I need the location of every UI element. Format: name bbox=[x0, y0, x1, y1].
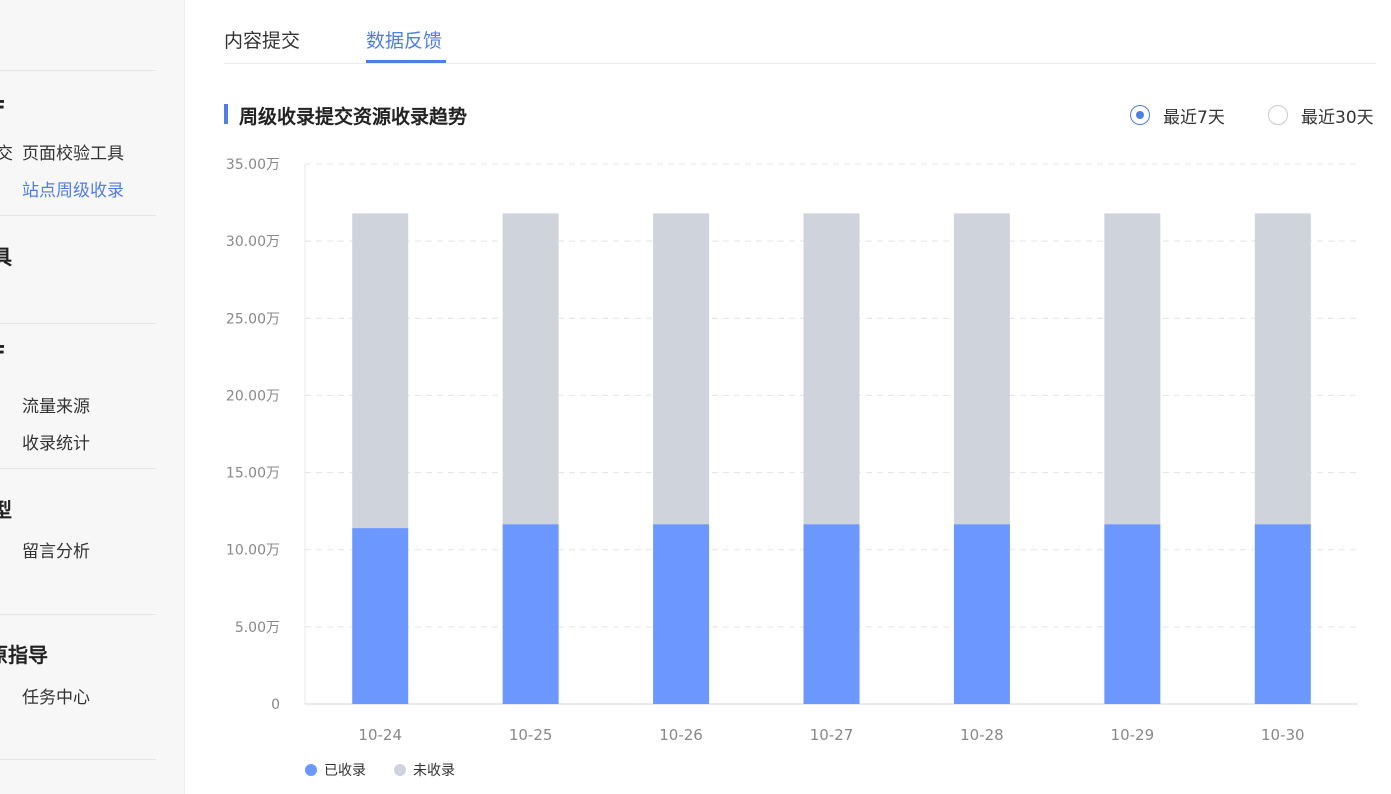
x-tick-label: 10-24 bbox=[358, 726, 402, 744]
tab-content-submit[interactable]: 内容提交 bbox=[224, 30, 301, 52]
sidebar-divider bbox=[0, 323, 156, 324]
sidebar-divider bbox=[0, 759, 156, 760]
radio-unchecked-icon bbox=[1268, 105, 1288, 125]
bar-indexed bbox=[1104, 524, 1161, 704]
sidebar-item-traffic-source[interactable]: 流量来源 bbox=[22, 397, 90, 417]
range-radio-label: 最近30天 bbox=[1301, 107, 1374, 128]
x-tick-label: 10-25 bbox=[509, 726, 553, 744]
y-tick-label: 15.00万 bbox=[226, 466, 280, 482]
legend-dot-icon bbox=[305, 764, 317, 776]
active-tab-indicator bbox=[366, 60, 446, 63]
x-tick-label: 10-26 bbox=[659, 726, 703, 744]
tab-data-feedback[interactable]: 数据反馈 bbox=[366, 30, 443, 52]
sidebar-divider bbox=[0, 215, 156, 216]
sidebar-item-page-validator[interactable]: 页面校验工具 bbox=[22, 144, 124, 164]
bar-not-indexed bbox=[502, 213, 559, 525]
bar-indexed bbox=[653, 524, 710, 704]
legend-dot-icon bbox=[394, 764, 406, 776]
legend-label: 未收录 bbox=[413, 763, 455, 779]
sidebar-group-heading: F bbox=[0, 96, 6, 120]
x-tick-label: 10-27 bbox=[810, 726, 854, 744]
sidebar-item-task-center[interactable]: 任务中心 bbox=[22, 688, 90, 708]
bar-indexed bbox=[1254, 524, 1311, 704]
range-radio-label: 最近7天 bbox=[1163, 107, 1225, 128]
range-radio-30d[interactable]: 最近30天 bbox=[1268, 105, 1374, 128]
tabs-divider bbox=[224, 63, 1376, 64]
bar-not-indexed bbox=[653, 213, 710, 525]
bar-not-indexed bbox=[352, 213, 409, 529]
range-radio-7d[interactable]: 最近7天 bbox=[1130, 105, 1225, 128]
x-tick-label: 10-28 bbox=[960, 726, 1004, 744]
sidebar-group-heading: 原指导 bbox=[0, 643, 48, 667]
x-tick-label: 10-29 bbox=[1111, 726, 1155, 744]
radio-checked-icon bbox=[1130, 105, 1150, 125]
legend-item-indexed[interactable]: 已收录 bbox=[305, 760, 366, 780]
sidebar-item-index-stats[interactable]: 收录统计 bbox=[22, 434, 90, 454]
legend-item-not-indexed[interactable]: 未收录 bbox=[394, 760, 455, 780]
bar-indexed bbox=[352, 528, 409, 704]
sidebar-divider bbox=[0, 468, 156, 469]
y-tick-label: 5.00万 bbox=[235, 620, 280, 636]
sidebar-group-heading: 具 bbox=[0, 241, 12, 270]
sidebar: F 交 页面校验工具 站点周级收录 具 F 流量来源 收录统计 型 留言分析 原… bbox=[0, 0, 185, 794]
sidebar-divider bbox=[0, 614, 156, 615]
y-tick-label: 0 bbox=[271, 697, 280, 713]
bar-not-indexed bbox=[953, 213, 1010, 525]
legend-label: 已收录 bbox=[324, 763, 366, 779]
sidebar-item-fragment[interactable]: 交 bbox=[0, 139, 13, 164]
section-title: 周级收录提交资源收录趋势 bbox=[239, 106, 468, 128]
weekly-index-chart: 0 5.00万 10.00万 15.00万 20.00万 25.00万 30.00万 35.0… bbox=[226, 157, 1358, 744]
sidebar-group-heading: 型 bbox=[0, 494, 12, 523]
sidebar-item-comment-analysis[interactable]: 留言分析 bbox=[22, 542, 90, 562]
sidebar-item-weekly-index[interactable]: 站点周级收录 bbox=[22, 181, 124, 201]
sidebar-group-heading: F bbox=[0, 341, 6, 365]
x-tick-label: 10-30 bbox=[1261, 726, 1305, 744]
bar-not-indexed bbox=[803, 213, 860, 525]
y-tick-label: 30.00万 bbox=[226, 234, 280, 250]
bar-indexed bbox=[803, 524, 860, 704]
bar-not-indexed bbox=[1104, 213, 1161, 525]
y-tick-label: 20.00万 bbox=[226, 388, 280, 404]
bar-indexed bbox=[953, 524, 1010, 704]
bar-indexed bbox=[502, 524, 559, 704]
section-title-accent bbox=[224, 104, 228, 124]
y-tick-label: 10.00万 bbox=[226, 543, 280, 559]
bar-not-indexed bbox=[1254, 213, 1311, 525]
y-tick-label: 25.00万 bbox=[226, 311, 280, 327]
y-tick-label: 35.00万 bbox=[226, 157, 280, 173]
sidebar-divider bbox=[0, 70, 156, 71]
